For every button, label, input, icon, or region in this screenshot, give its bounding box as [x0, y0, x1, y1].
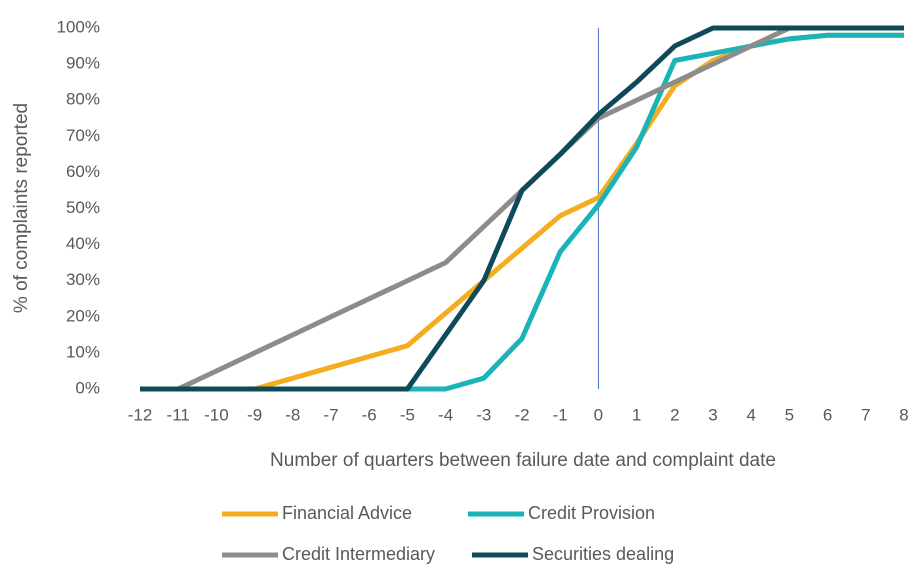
y-tick-label: 80%	[66, 90, 100, 109]
x-tick-label: -9	[247, 405, 262, 424]
x-tick-label: -10	[204, 405, 229, 424]
x-tick-label: 8	[899, 405, 908, 424]
x-tick-label: -5	[400, 405, 415, 424]
y-tick-label: 40%	[66, 234, 100, 253]
x-tick-label: 0	[594, 405, 603, 424]
x-tick-label: 3	[708, 405, 717, 424]
y-tick-label: 30%	[66, 270, 100, 289]
x-tick-label: 1	[632, 405, 641, 424]
x-tick-label: -12	[128, 405, 153, 424]
x-tick-label: -2	[514, 405, 529, 424]
x-tick-label: 7	[861, 405, 870, 424]
x-tick-label: -7	[323, 405, 338, 424]
legend-label: Credit Provision	[528, 503, 655, 523]
x-tick-label: -8	[285, 405, 300, 424]
y-tick-label: 50%	[66, 198, 100, 217]
y-tick-label: 90%	[66, 54, 100, 73]
y-tick-label: 0%	[75, 378, 100, 397]
legend-label: Financial Advice	[282, 503, 412, 523]
x-tick-label: -1	[553, 405, 568, 424]
x-tick-label: -11	[167, 405, 190, 424]
x-tick-label: -6	[362, 405, 377, 424]
series-line	[140, 32, 904, 392]
x-tick-label: -3	[476, 405, 491, 424]
y-tick-label: 70%	[66, 126, 100, 145]
series-line	[140, 25, 904, 392]
y-tick-label: 10%	[66, 342, 100, 361]
y-tick-label: 20%	[66, 306, 100, 325]
x-axis-label: Number of quarters between failure date …	[270, 450, 776, 471]
legend-label: Securities dealing	[532, 544, 674, 564]
y-tick-label: 100%	[57, 17, 100, 36]
y-tick-label: 60%	[66, 162, 100, 181]
x-tick-label: -4	[438, 405, 453, 424]
y-axis-label: % of complaints reported	[11, 103, 32, 313]
x-tick-label: 4	[746, 405, 755, 424]
x-tick-label: 6	[823, 405, 832, 424]
x-tick-label: 2	[670, 405, 679, 424]
legend-label: Credit Intermediary	[282, 544, 435, 564]
x-tick-label: 5	[785, 405, 794, 424]
